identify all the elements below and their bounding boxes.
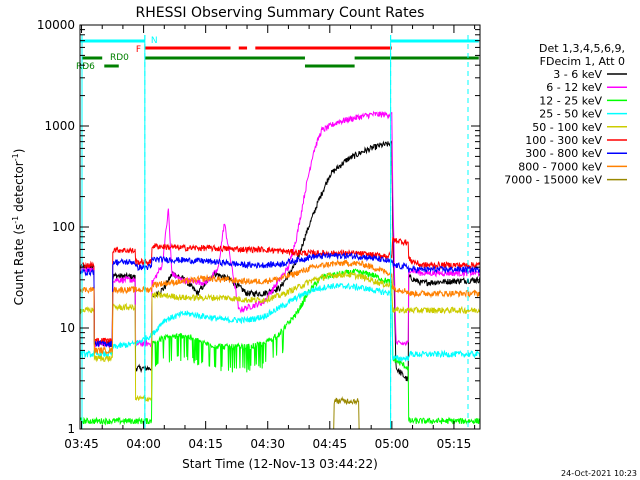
y-tick-label-4: 10000 xyxy=(37,18,75,32)
series-line-4 xyxy=(79,270,481,402)
flag-label-rd6: RD6 xyxy=(76,62,95,72)
legend-label-7: 800 - 7000 keV xyxy=(518,160,602,173)
x-tick-label-3: 04:30 xyxy=(250,437,285,451)
series-line-0 xyxy=(79,140,481,382)
legend-label-8: 7000 - 15000 keV xyxy=(504,174,602,187)
observing-flags: NF RD0 RD6 xyxy=(76,36,479,72)
series-line-5 xyxy=(79,236,481,345)
y-tick-label-0: 1 xyxy=(67,422,75,436)
x-tick-label-4: 04:45 xyxy=(313,437,348,451)
x-tick-label-1: 04:00 xyxy=(126,437,161,451)
vertical-markers xyxy=(81,35,469,429)
series-line-7 xyxy=(79,259,480,355)
x-tick-label-2: 04:15 xyxy=(188,437,223,451)
flag-label-n: N xyxy=(151,36,158,46)
x-tick-label-6: 05:15 xyxy=(437,437,472,451)
y-tick-label-1: 10 xyxy=(60,321,75,335)
series-line-2 xyxy=(79,268,481,426)
y-tick-label-3: 1000 xyxy=(44,119,75,133)
x-axis: 03:45 04:00 04:15 04:30 04:45 05:00 05:15 xyxy=(64,25,476,451)
legend-label-1: 6 - 12 keV xyxy=(546,81,602,94)
legend-label-4: 50 - 100 keV xyxy=(532,121,602,134)
y-label-end: ) xyxy=(12,149,26,154)
y-label-sup1: -1 xyxy=(11,216,20,224)
x-tick-label-0: 03:45 xyxy=(64,437,99,451)
legend-label-0: 3 - 6 keV xyxy=(553,68,602,81)
legend-label-2: 12 - 25 keV xyxy=(539,94,602,107)
series-line-6 xyxy=(79,251,481,348)
y-label-mid: detector xyxy=(12,161,26,216)
legend-label-3: 25 - 50 keV xyxy=(539,108,602,121)
legend: Det 1,3,4,5,6,9,FDecim 1, Att 03 - 6 keV… xyxy=(504,42,627,187)
x-axis-label: Start Time (12-Nov-13 03:44:22) xyxy=(182,457,378,471)
series-line-8 xyxy=(80,396,480,430)
y-axis: 1 10 100 1000 10000 xyxy=(37,18,480,436)
series-lines xyxy=(79,110,481,430)
legend-label-5: 100 - 300 keV xyxy=(525,134,602,147)
y-label-main: Count Rate (s xyxy=(12,224,26,306)
series-line-1 xyxy=(79,110,481,349)
legend-label-6: 300 - 800 keV xyxy=(525,147,602,160)
timestamp: 24-Oct-2021 10:23 xyxy=(561,469,637,478)
x-tick-label-5: 05:00 xyxy=(375,437,410,451)
chart-title: RHESSI Observing Summary Count Rates xyxy=(136,5,425,21)
y-axis-label: Count Rate (s-1 detector-1) xyxy=(11,149,26,306)
flag-label-rd0: RD0 xyxy=(110,53,129,63)
legend-header-1: FDecim 1, Att 0 xyxy=(540,55,625,68)
series-line-3 xyxy=(79,282,481,362)
flag-label-f: F xyxy=(136,45,141,55)
legend-header-0: Det 1,3,4,5,6,9, xyxy=(539,42,625,55)
y-label-sup2: -1 xyxy=(11,153,20,161)
y-tick-label-2: 100 xyxy=(52,220,75,234)
